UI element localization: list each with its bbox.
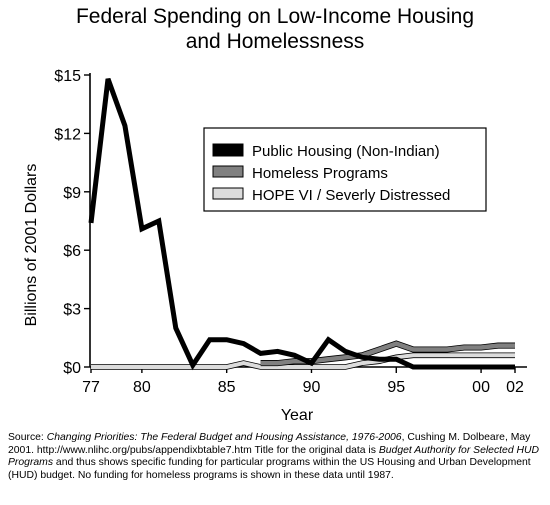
source-prefix: Source: [8,432,44,443]
series-lines [88,78,515,371]
legend-swatch [212,187,244,200]
y-tick-label: $15 [54,68,81,85]
series-line-public-housing-non-indian [88,78,515,371]
y-tick-label: $6 [63,243,81,260]
y-axis-title: Billions of 2001 Dollars [23,164,40,327]
x-tick-label: 02 [506,379,524,396]
chart-title-line-1: Federal Spending on Low-Income Housing [75,5,475,28]
legend-box [203,127,487,212]
legend-label: Homeless Programs [252,165,388,182]
source-text-2: and thus shows specific funding for part… [8,457,531,481]
y-axis-ticks: $0 $3 $6 $9 $12 $15 [54,68,90,377]
x-tick-label: 90 [303,379,321,396]
chart-title-line-2: and Homelessness [185,30,365,53]
y-tick-label: $0 [63,360,81,377]
legend-label: HOPE VI / Severly Distressed [252,187,450,204]
y-tick-label: $3 [63,302,81,319]
x-tick-label: 95 [387,379,405,396]
x-tick-label: 85 [218,379,236,396]
source-note: Source: Changing Priorities: The Federal… [8,432,546,482]
legend-swatch [212,143,244,157]
source-work-title: Changing Priorities: The Federal Budget … [46,432,402,443]
legend: Public Housing (Non-Indian) Homeless Prog… [203,127,487,212]
x-axis-ticks: 77 80 85 90 95 00 02 [82,367,524,396]
source-data-title: Budget Authority for Selected HUD Progra… [8,444,539,469]
x-tick-label: 77 [82,379,100,396]
source-text-1: , Cushing M. Dolbeare, May 2001. http://… [8,432,531,456]
y-tick-label: $9 [63,185,81,202]
legend-swatch [212,165,244,178]
chart-title: Federal Spending on Low-Income Housing a… [0,4,550,54]
x-axis-title: Year [281,407,314,424]
x-tick-label: 80 [133,379,151,396]
series-line-hope-vi-severly-distressed [91,353,515,369]
legend-label: Public Housing (Non-Indian) [252,143,440,160]
x-tick-label: 00 [472,379,490,396]
y-tick-label: $12 [54,126,81,143]
